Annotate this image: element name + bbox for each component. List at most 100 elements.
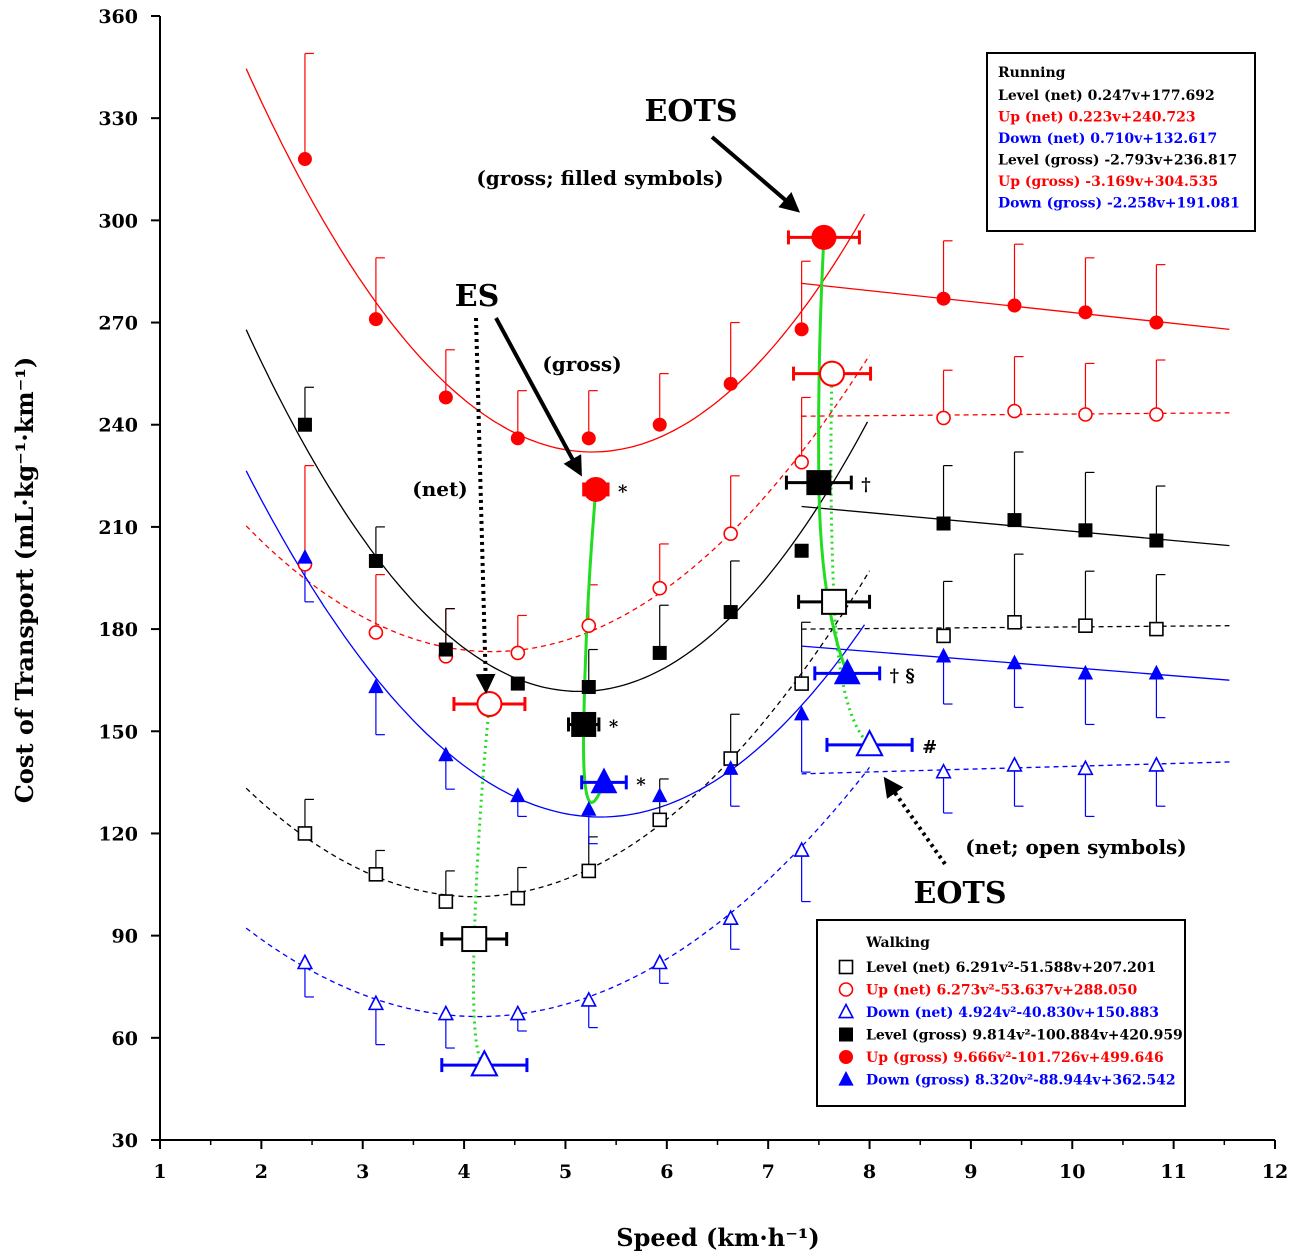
walking-point [368, 312, 383, 327]
walking-legend-label: Up (net) [866, 983, 937, 999]
walking-point [652, 787, 668, 803]
running-point [1148, 756, 1165, 772]
walking-legend-marker [839, 1027, 853, 1042]
eots-point-marker [855, 728, 884, 757]
axes: 1 2 3 4 5 6 7 8 9 10 11 123060901201501802102402703… [98, 6, 1288, 1183]
y-tick-label: 300 [98, 210, 138, 232]
walking-point [510, 676, 525, 691]
running-legend-label: Level (gross) [998, 153, 1104, 169]
x-tick-label: 8 [863, 1161, 876, 1183]
walking-legend-entry: Level (net) 6.291v²-51.588v+207.201 [866, 960, 1156, 976]
eots-point-marker [806, 470, 832, 496]
running-legend-equation: 0.223v+240.723 [1069, 110, 1196, 126]
walking-point [793, 705, 810, 721]
walking-point [438, 894, 454, 909]
running-legend-entry: Level (gross) -2.793v+236.817 [998, 153, 1237, 169]
walking-point [368, 625, 384, 640]
walking-point [368, 867, 384, 882]
es-point-marker [590, 767, 618, 794]
walking-point [510, 890, 526, 906]
walking-legend-marker [838, 1070, 854, 1086]
walking-point [368, 678, 384, 694]
walking-legend-label: Level (net) [866, 960, 956, 976]
walking-point [510, 431, 525, 446]
walking-legend-entry: Up (net) 6.273v²-53.637v+288.050 [866, 983, 1137, 999]
es-eots-connectors [472, 237, 871, 1067]
running-point [1077, 664, 1094, 680]
eots-top-arrow [710, 135, 801, 213]
x-tick-label: 5 [559, 1161, 572, 1183]
walking-fit-curve [245, 68, 866, 453]
walking-point [794, 322, 809, 337]
running-legend-equation: -3.169v+304.535 [1085, 174, 1218, 190]
running-point [1007, 513, 1022, 528]
y-tick-label: 210 [98, 517, 138, 539]
eots-bottom-label: EOTS [914, 876, 1007, 911]
es-net-arrow [474, 317, 496, 694]
eots-point-marker [811, 224, 837, 250]
walking-legend-marker [838, 982, 854, 997]
x-tick-label: 7 [762, 1161, 775, 1183]
es-point-marker [571, 711, 597, 737]
walking-point [510, 787, 526, 803]
running-point [1149, 407, 1164, 422]
walking-legend-equation: 9.814v²-100.884v+420.959 [972, 1028, 1182, 1044]
running-point [1149, 621, 1164, 637]
walking-legend-entry: Up (gross) 9.666v²-101.726v+499.646 [866, 1050, 1164, 1066]
running-legend-entry: Down (gross) -2.258v+191.081 [998, 196, 1240, 212]
x-tick-label: 12 [1262, 1161, 1288, 1183]
running-point [1148, 664, 1165, 680]
walking-point [723, 376, 738, 391]
running-legend-label: Down (gross) [998, 196, 1107, 212]
x-tick-label: 10 [1059, 1161, 1085, 1183]
eots-net-connector [829, 373, 871, 746]
running-legend-entry: Down (net) 0.710v+132.617 [998, 131, 1217, 147]
walking-point [581, 801, 597, 816]
running-point [935, 762, 952, 779]
walking-point [723, 526, 738, 542]
running-legend-equation: -2.258v+191.081 [1107, 196, 1240, 212]
es-point-marker [470, 1049, 499, 1077]
walking-point [297, 152, 312, 167]
y-tick-label: 90 [112, 926, 138, 948]
y-tick-label: 330 [98, 108, 138, 130]
walking-point [581, 863, 597, 879]
walking-legend-rows: Level (net) 6.291v²-51.588v+207.201 Up (n… [837, 959, 1183, 1089]
eots-point-significance: # [922, 737, 937, 758]
running-point [936, 516, 951, 531]
walking-legend-marker [839, 1050, 853, 1064]
running-point [1078, 618, 1093, 633]
walking-point [297, 549, 313, 564]
walking-legend-entry: Level (gross) 9.814v²-100.884v+420.959 [866, 1028, 1183, 1044]
eots-top-sub-label: (gross; filled symbols) [476, 166, 723, 190]
y-tick-label: 240 [98, 415, 138, 437]
running-legend-equation: -2.793v+236.817 [1104, 153, 1237, 169]
walking-point [652, 580, 668, 596]
walking-point [581, 679, 596, 694]
walking-legend: Walking Level (net) 6.291v²-51.588v+207.… [816, 919, 1186, 1107]
walking-point [793, 841, 810, 857]
walking-point [722, 909, 739, 926]
es-point-marker [583, 476, 609, 502]
walking-point [581, 431, 596, 446]
y-axis-title: Cost of Transport (mL·kg⁻¹·km⁻¹) [10, 357, 39, 803]
es-label: ES [455, 279, 500, 314]
walking-legend-entry: Down (net) 4.924v²-40.830v+150.883 [866, 1005, 1159, 1021]
walking-legend-equation: 4.924v²-40.830v+150.883 [958, 1005, 1159, 1021]
running-legend-rows: Level (net) 0.247v+177.692 Up (net) 0.223… [998, 88, 1240, 212]
eots-point-significance: † [861, 475, 870, 496]
walking-point [794, 543, 809, 558]
running-point [1149, 315, 1164, 330]
x-tick-label: 11 [1160, 1161, 1186, 1183]
es-point-significance: * [609, 716, 619, 737]
x-tick-label: 4 [457, 1161, 470, 1183]
walking-legend-entry: Down (gross) 8.320v²-88.944v+362.542 [866, 1073, 1176, 1089]
running-point [1007, 298, 1022, 313]
walking-point [652, 417, 667, 432]
x-tick-label: 1 [153, 1161, 166, 1183]
annotations: EOTS (gross; filled symbols) ES (gross) … [412, 94, 1187, 911]
es-point-significance: * [618, 481, 628, 502]
running-point [1078, 523, 1093, 538]
y-tick-label: 120 [98, 823, 138, 845]
walking-point [580, 991, 597, 1007]
